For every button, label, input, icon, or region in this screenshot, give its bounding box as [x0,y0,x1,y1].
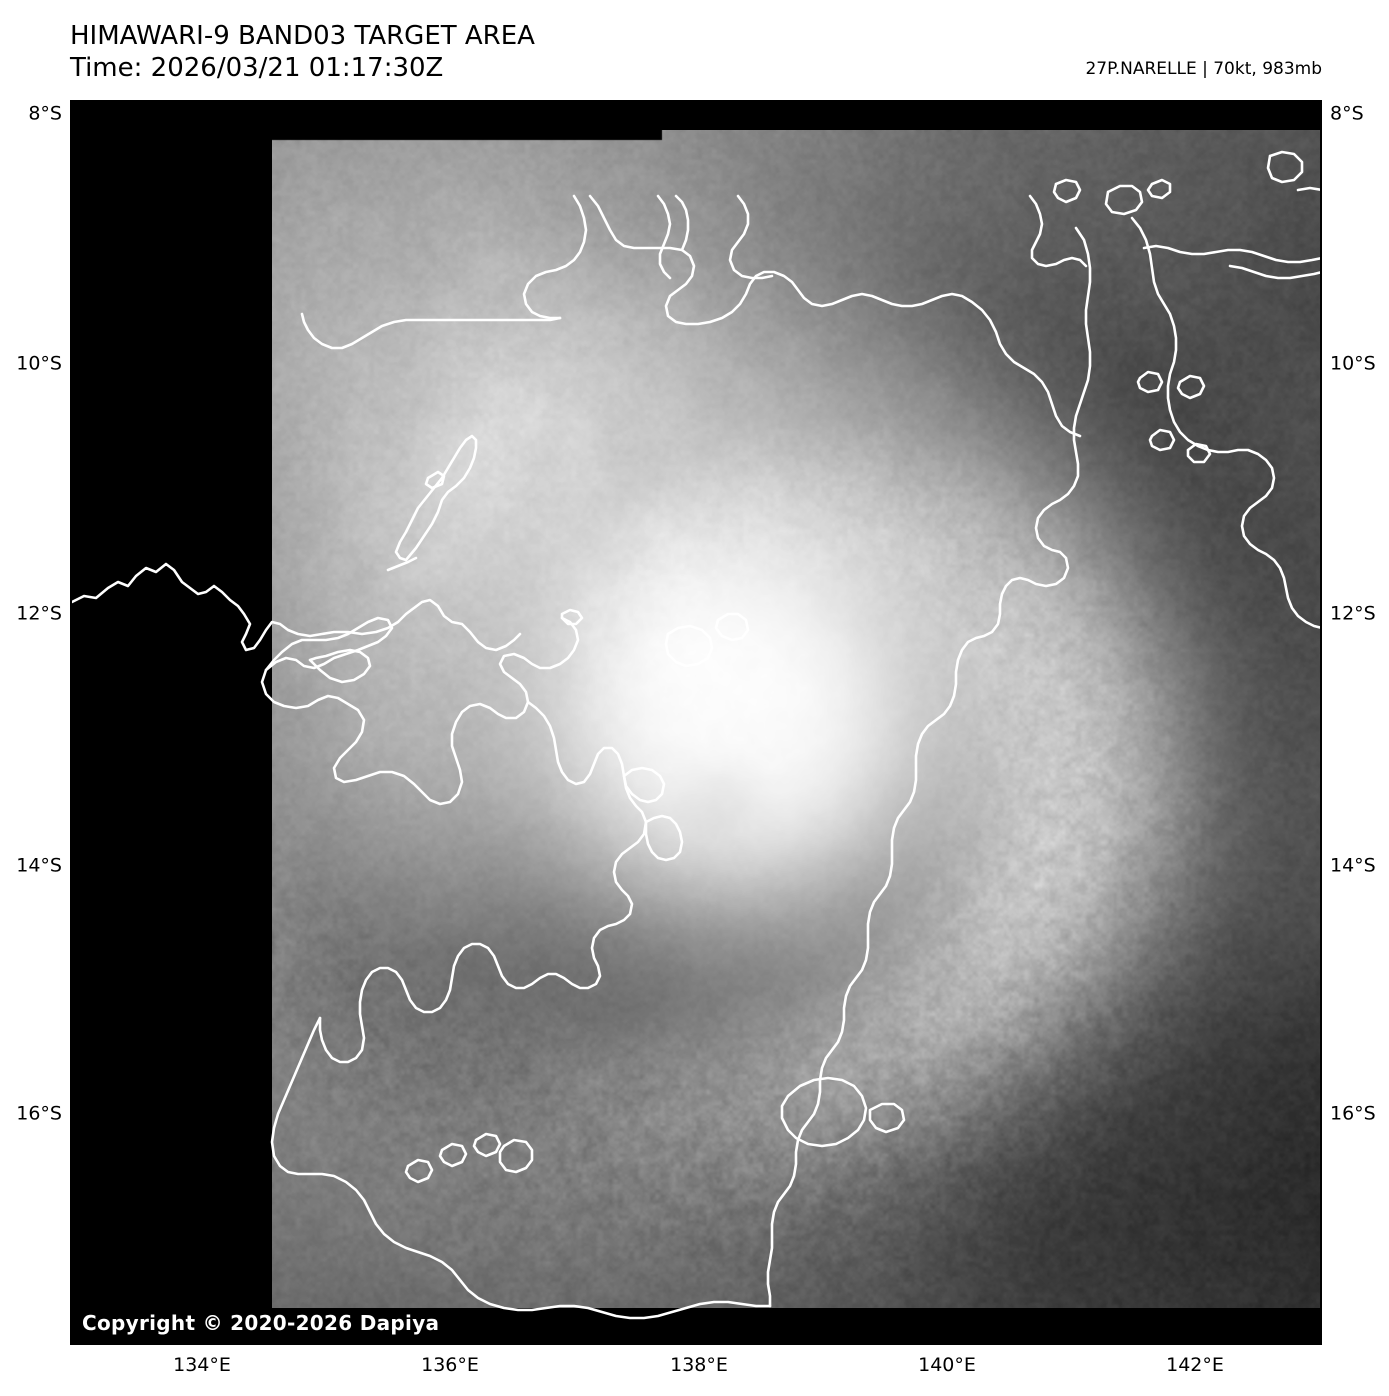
coastline-segment-15 [438,1142,468,1168]
lat-tick-label-right-1: 10°S [1330,352,1376,375]
coastline-segment-13 [780,1076,868,1148]
coastline-segment-21 [1130,216,1322,630]
page-title: HIMAWARI-9 BAND03 TARGET AREA [70,21,535,51]
coastline-segment-39 [1148,428,1176,452]
lat-tick-label-right-3: 14°S [1330,854,1376,877]
coastline-segment-34 [1142,244,1322,264]
coastline-segment-6 [260,616,580,806]
coastline-segment-28 [300,312,562,350]
coastline-segment-24 [1176,374,1206,400]
coastline-segment-3 [386,556,418,572]
timestamp-label: Time: 2026/03/21 01:17:30Z [70,53,444,83]
coastline-segment-12 [714,612,750,642]
lon-tick-label-4: 142°E [1166,1354,1224,1376]
lat-tick-label-left-4: 16°S [16,1102,62,1125]
coastline-segment-17 [498,1138,534,1174]
lat-tick-label-right-4: 16°S [1330,1102,1376,1125]
lat-tick-label-left-1: 10°S [16,352,62,375]
satellite-plot-area: Copyright © 2020-2026 Dapiya [70,100,1322,1345]
coastline-segment-27 [522,194,588,320]
coastline-segment-23 [1146,178,1172,200]
coastline-segment-11 [664,624,714,668]
satellite-imagery-canvas [272,130,1322,1308]
coastline-segment-2 [394,434,478,562]
lat-tick-label-left-0: 8°S [28,102,62,125]
lat-tick-label-right-2: 12°S [1330,602,1376,625]
coastline-segment-38 [1136,370,1164,394]
coastline-segment-32 [1028,194,1088,268]
coastline-segment-8 [318,700,648,1064]
lat-tick-label-right-0: 8°S [1330,102,1364,125]
lat-tick-label-left-2: 12°S [16,602,62,625]
coastline-segment-33 [1052,178,1082,204]
coastline-segment-31 [674,194,690,252]
coastline-segment-9 [644,814,684,862]
coastline-segment-35 [1228,264,1322,280]
coastline-overlay [70,150,1322,1320]
coastline-segment-14 [868,1102,906,1134]
lon-tick-label-1: 136°E [421,1354,479,1376]
lat-tick-label-left-3: 14°S [16,854,62,877]
coastline-segment-7 [308,648,372,684]
coastline-segment-26 [588,194,1082,438]
coastline-segment-29 [728,194,774,280]
coastline-segment-22 [1104,184,1144,216]
lon-tick-label-3: 140°E [918,1354,976,1376]
coastline-segment-16 [472,1132,502,1158]
coastline-segment-0 [70,562,522,652]
coastline-segment-25 [1186,442,1212,464]
coastline-segment-10 [622,766,666,804]
coastline-segment-36 [1266,150,1304,184]
lon-tick-label-0: 134°E [173,1354,231,1376]
copyright-label: Copyright © 2020-2026 Dapiya [82,1311,440,1335]
coastline-segment-1 [560,608,584,626]
storm-info-label: 27P.NARELLE | 70kt, 983mb [1085,59,1322,79]
coastline-segment-4 [424,470,446,490]
satellite-raster [272,130,1322,1308]
coastline-segment-18 [404,1158,434,1184]
coastline-segment-30 [656,194,672,280]
lon-tick-label-2: 138°E [670,1354,728,1376]
coastline-segment-20 [766,226,1092,1308]
coastline-segment-37 [1296,186,1322,192]
coastline-segment-19 [270,1016,772,1320]
coastline-segment-5 [264,616,394,672]
